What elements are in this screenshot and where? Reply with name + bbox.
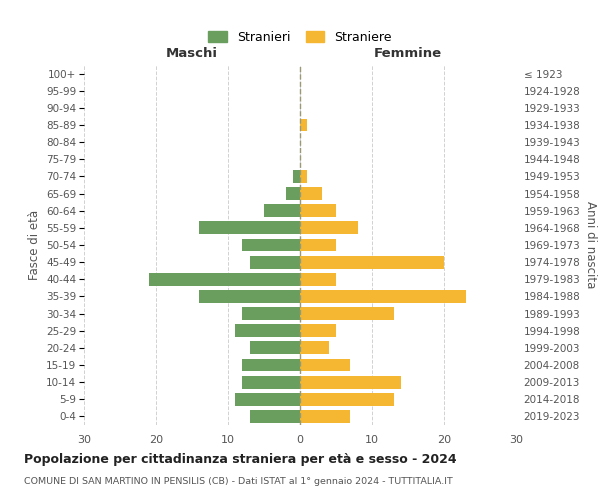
Bar bbox=[300, 222, 358, 234]
Bar bbox=[300, 118, 307, 132]
Bar bbox=[250, 256, 300, 268]
Y-axis label: Fasce di età: Fasce di età bbox=[28, 210, 41, 280]
Bar bbox=[250, 410, 300, 423]
Bar bbox=[264, 204, 300, 217]
Bar bbox=[199, 222, 300, 234]
Bar bbox=[300, 290, 466, 303]
Text: COMUNE DI SAN MARTINO IN PENSILIS (CB) - Dati ISTAT al 1° gennaio 2024 - TUTTITA: COMUNE DI SAN MARTINO IN PENSILIS (CB) -… bbox=[24, 478, 453, 486]
Bar bbox=[199, 290, 300, 303]
Bar bbox=[293, 170, 300, 183]
Bar bbox=[300, 342, 329, 354]
Bar bbox=[242, 238, 300, 252]
Bar bbox=[235, 393, 300, 406]
Bar bbox=[300, 187, 322, 200]
Bar bbox=[286, 187, 300, 200]
Text: Maschi: Maschi bbox=[166, 47, 218, 60]
Bar bbox=[235, 324, 300, 337]
Bar bbox=[242, 358, 300, 372]
Bar bbox=[300, 324, 336, 337]
Bar bbox=[242, 307, 300, 320]
Bar bbox=[250, 342, 300, 354]
Bar bbox=[242, 376, 300, 388]
Bar bbox=[300, 273, 336, 285]
Bar bbox=[300, 170, 307, 183]
Bar bbox=[300, 410, 350, 423]
Bar bbox=[300, 204, 336, 217]
Bar bbox=[300, 393, 394, 406]
Bar bbox=[300, 256, 444, 268]
Bar bbox=[149, 273, 300, 285]
Bar bbox=[300, 238, 336, 252]
Text: Femmine: Femmine bbox=[374, 47, 442, 60]
Text: Popolazione per cittadinanza straniera per età e sesso - 2024: Popolazione per cittadinanza straniera p… bbox=[24, 452, 457, 466]
Bar bbox=[300, 376, 401, 388]
Bar bbox=[300, 307, 394, 320]
Bar bbox=[300, 358, 350, 372]
Legend: Stranieri, Straniere: Stranieri, Straniere bbox=[202, 24, 398, 50]
Y-axis label: Anni di nascita: Anni di nascita bbox=[584, 202, 597, 288]
